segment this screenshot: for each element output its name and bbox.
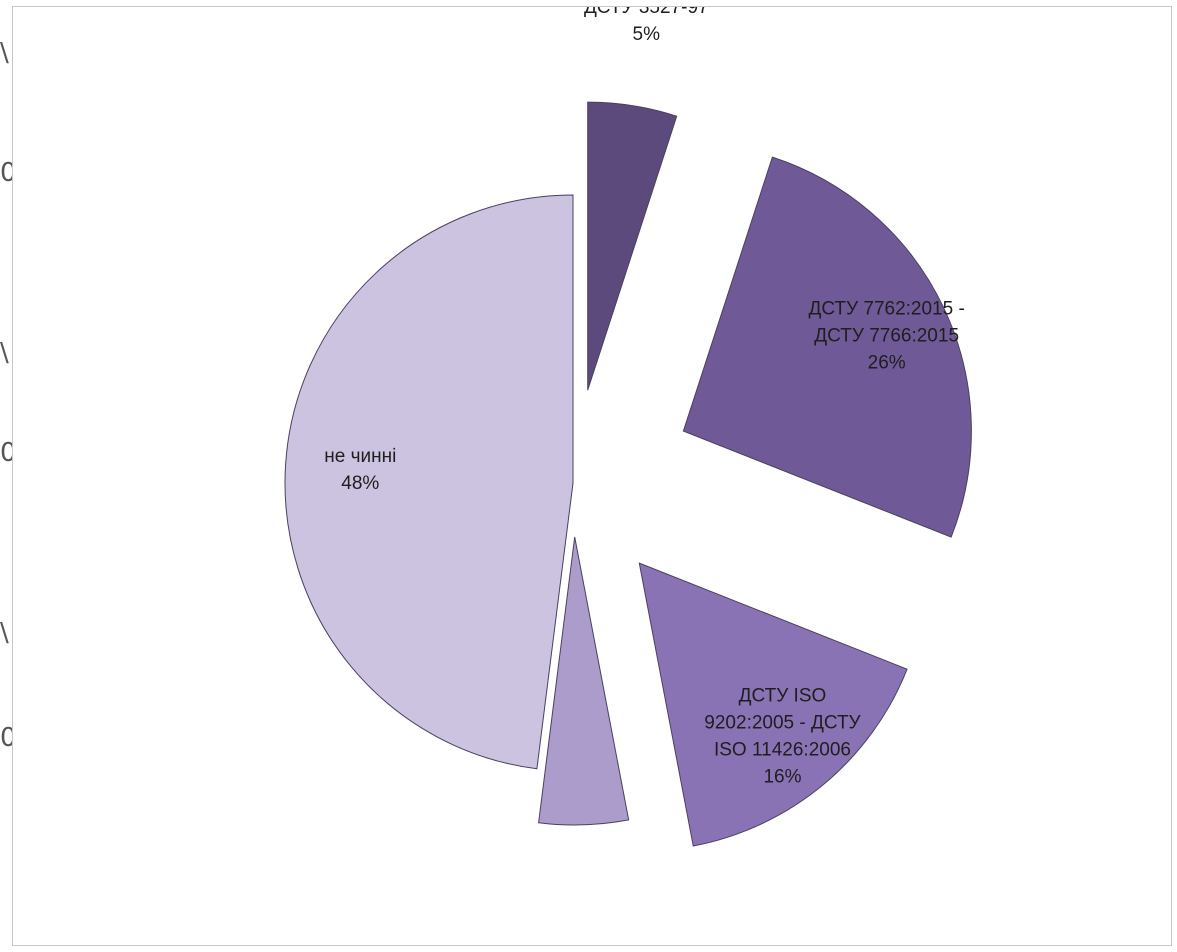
pie-slice-3 [638,562,908,847]
slice-label-1: ДСТУ 3527-97 5% [584,7,709,45]
chart-area: ДСТУ 3527-97 5% ДСТУ 7762:2015 - ДСТУ 7766:… [12,6,1172,947]
pie-slice-4 [538,536,630,826]
pie-chart: ДСТУ 3527-97 5% ДСТУ 7762:2015 - ДСТУ 7766:… [284,7,972,947]
slice-label-line: 26% [868,352,906,373]
slice-label-line: 9202:2005 - ДСТУ [704,713,861,734]
slice-label-2: ДСТУ 7762:2015 - ДСТУ 7766:2015 26% [808,298,964,373]
slice-label-line: ДСТУ 7762:2015 - [808,298,964,319]
slice-label-line: ГОСТ 30649-99 [521,945,655,947]
slice-label-line: ДСТУ 7766:2015 [814,325,959,346]
slice-label-5: не чинні 48% [324,446,396,494]
edge-glyph-1: \ [0,38,9,68]
slice-label-3: ДСТУ ISO 9202:2005 - ДСТУ ISO 11426:2006 16… [704,686,861,788]
slice-label-4: ГОСТ 30649-995% [521,945,655,947]
pie-slice-5 [284,194,574,770]
pie-slice-2 [682,156,972,538]
slice-label-line: 5% [633,24,661,45]
slice-label-line: ДСТУ 3527-97 [584,7,709,18]
slice-label-line: ISO 11426:2006 [714,740,851,761]
slice-label-line: 48% [341,473,379,494]
slice-label-line: ДСТУ ISO [739,686,827,707]
pie-slice-1 [587,101,678,391]
edge-glyph-5: \ [0,618,9,648]
slice-label-line: 16% [763,767,801,788]
edge-glyph-3: \ [0,338,9,368]
slice-label-line: не чинні [324,446,396,467]
